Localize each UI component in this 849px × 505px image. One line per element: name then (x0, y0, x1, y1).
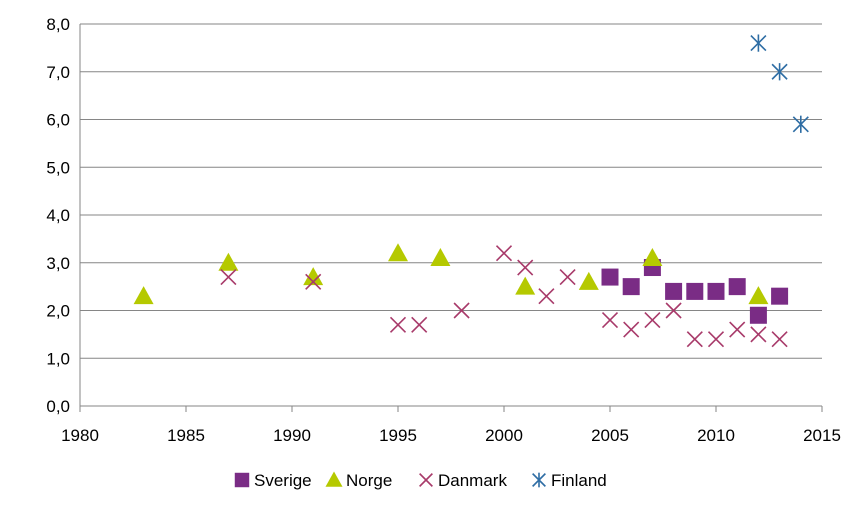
data-point-norge (388, 243, 408, 262)
data-point-finland (771, 63, 788, 81)
data-point-danmark (411, 316, 428, 333)
data-point-norge (133, 286, 154, 305)
data-point-sverige (728, 278, 746, 296)
legend-item-norge: Norge (325, 471, 392, 490)
data-point-finland (750, 34, 767, 52)
data-point-danmark (517, 259, 534, 276)
legend-item-danmark: Danmark (419, 471, 507, 490)
data-point-danmark (644, 311, 661, 329)
y-tick-label: 5,0 (46, 158, 70, 177)
x-tick-label: 2005 (591, 426, 629, 445)
legend-marker-sverige (234, 472, 250, 488)
x-tick-label: 2015 (803, 426, 841, 445)
data-point-norge (218, 252, 239, 271)
data-point-danmark (495, 245, 513, 262)
y-tick-label: 1,0 (46, 349, 70, 368)
data-point-norge (303, 267, 324, 286)
y-tick-label: 6,0 (46, 111, 70, 130)
legend-label-danmark: Danmark (438, 471, 507, 490)
y-tick-label: 8,0 (46, 15, 70, 34)
data-point-sverige (686, 282, 704, 300)
y-tick-label: 7,0 (46, 63, 70, 82)
legend-label-norge: Norge (346, 471, 392, 490)
data-point-danmark (665, 302, 682, 319)
x-axis-tick-labels: 1980 1985 1990 1995 2000 2005 2010 2015 (61, 426, 841, 445)
data-point-finland (792, 115, 809, 133)
data-point-danmark (729, 321, 746, 338)
legend-label-finland: Finland (551, 471, 607, 490)
x-tick-label: 1995 (379, 426, 417, 445)
data-point-danmark (453, 302, 470, 319)
x-tick-label: 2010 (697, 426, 735, 445)
data-point-danmark (771, 331, 788, 348)
x-tick-label: 1990 (273, 426, 311, 445)
data-points (133, 34, 809, 348)
data-point-norge (430, 247, 451, 266)
data-point-sverige (601, 268, 619, 286)
data-point-danmark (389, 316, 407, 333)
legend: Sverige Norge Danmark Finland (234, 471, 607, 490)
data-point-danmark (707, 331, 725, 348)
legend-marker-finland (532, 472, 546, 488)
data-point-danmark (559, 269, 576, 286)
data-point-danmark (623, 321, 640, 338)
data-point-sverige (771, 287, 789, 305)
data-point-norge (642, 247, 663, 266)
data-point-danmark (538, 288, 555, 305)
legend-item-finland: Finland (532, 471, 607, 490)
data-point-danmark (305, 273, 322, 290)
data-point-sverige (622, 278, 640, 296)
data-point-norge (748, 286, 769, 305)
data-point-danmark (601, 311, 619, 329)
x-tick-label: 2000 (485, 426, 523, 445)
data-point-sverige (707, 282, 725, 300)
data-point-norge (578, 271, 599, 290)
y-axis-tick-labels: 0,0 1,0 2,0 3,0 4,0 5,0 6,0 7,0 8,0 (46, 15, 70, 416)
legend-label-sverige: Sverige (254, 471, 312, 490)
legend-item-sverige: Sverige (234, 471, 312, 490)
gridlines (80, 23, 822, 359)
y-tick-label: 2,0 (46, 302, 70, 321)
x-tick-label: 1985 (167, 426, 205, 445)
y-tick-label: 4,0 (46, 206, 70, 225)
data-point-danmark (750, 326, 767, 343)
legend-marker-norge (325, 471, 343, 487)
data-point-sverige (749, 306, 767, 324)
y-tick-label: 3,0 (46, 254, 70, 273)
y-tick-label: 0,0 (46, 397, 70, 416)
axes (79, 24, 823, 412)
data-point-sverige (665, 282, 683, 300)
data-point-danmark (220, 269, 237, 286)
legend-marker-danmark (419, 473, 433, 487)
x-tick-label: 1980 (61, 426, 99, 445)
data-point-danmark (686, 331, 703, 348)
data-point-norge (515, 276, 536, 295)
